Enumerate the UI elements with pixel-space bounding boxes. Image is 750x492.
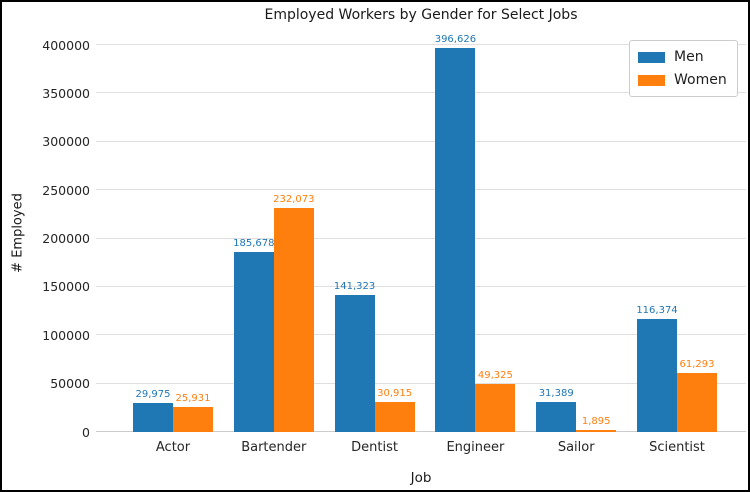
chart-title: Employed Workers by Gender for Select Jo… [264, 7, 578, 23]
y-tick-label-100000: 100000 [42, 327, 90, 343]
y-tick-label-200000: 200000 [42, 231, 90, 246]
x-tick-label-engineer: Engineer [446, 440, 505, 455]
bar-value-label-scientist-women: 61,293 [679, 358, 715, 370]
bar-bartender-men [233, 252, 274, 432]
men-color-swatch [638, 51, 665, 63]
bar-sailor-men [536, 401, 577, 432]
gridline-300000 [96, 140, 746, 142]
bar-dentist-women [374, 402, 415, 432]
bar-value-label-scientist-men: 116,374 [636, 305, 678, 317]
gridline-350000 [96, 92, 746, 94]
bar-scientist-women [677, 372, 717, 432]
y-tick-label-150000: 150000 [42, 279, 90, 295]
bar-value-label-dentist-women: 30,915 [377, 388, 413, 400]
legend-item-men: Men [638, 47, 727, 67]
x-tick-label-bartender: Bartender [241, 440, 307, 455]
bar-value-label-sailor-men: 31,389 [538, 387, 574, 399]
y-tick-label-350000: 350000 [42, 85, 90, 101]
gridline-200000 [96, 237, 746, 239]
legend-item-women: Women [638, 70, 727, 90]
gridline-150000 [96, 285, 746, 287]
x-tick-label-dentist: Dentist [351, 440, 398, 455]
x-tick-label-actor: Actor [155, 440, 191, 455]
bar-value-label-actor-women: 25,931 [175, 392, 211, 404]
bar-scientist-men [637, 319, 677, 432]
y-tick-label-50000: 50000 [50, 376, 90, 392]
women-color-swatch [638, 74, 665, 86]
legend-label-men: Men [674, 49, 704, 65]
bar-value-label-bartender-men: 185,678 [233, 238, 275, 250]
gridline-100000 [96, 334, 746, 336]
bar-bartender-women [273, 207, 314, 432]
bar-value-label-sailor-women: 1,895 [581, 416, 611, 427]
bar-dentist-men [334, 295, 375, 432]
x-tick-label-sailor: Sailor [557, 440, 595, 455]
plot-area: 29,975 25,931 185,678 232,073 141,323 30,915 3… [96, 33, 746, 432]
gridline-250000 [96, 189, 746, 191]
legend: Men Women [629, 40, 738, 97]
bar-actor-men [133, 403, 173, 432]
bar-actor-women [173, 406, 213, 432]
bar-value-label-engineer-men: 396,626 [434, 34, 477, 46]
x-axis-label: Job [410, 470, 432, 486]
bar-value-label-bartender-women: 232,073 [273, 193, 315, 205]
y-tick-label-400000: 400000 [42, 37, 90, 53]
y-tick-label-250000: 250000 [42, 182, 90, 198]
y-tick-label-300000: 300000 [42, 134, 90, 150]
bar-value-label-dentist-men: 141,323 [333, 281, 376, 293]
x-tick-label-scientist: Scientist [649, 440, 705, 455]
legend-label-women: Women [674, 72, 727, 88]
bar-sailor-women [576, 430, 617, 432]
y-tick-label-0: 0 [82, 424, 90, 440]
bar-value-label-actor-men: 29,975 [135, 389, 171, 400]
gridline-0 [96, 431, 746, 432]
gridline-50000 [96, 382, 746, 384]
bar-engineer-women [475, 384, 516, 432]
bar-value-label-engineer-women: 49,325 [477, 370, 513, 382]
gridline-400000 [96, 44, 746, 45]
bar-engineer-men [435, 48, 476, 432]
